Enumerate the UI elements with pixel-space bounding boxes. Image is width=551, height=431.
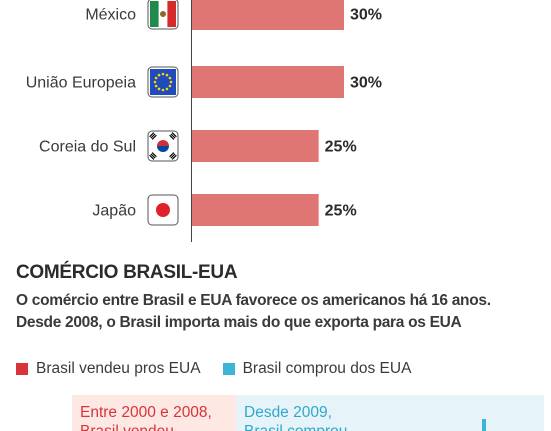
- band-red-line-1: Entre 2000 e 2008,: [80, 404, 212, 421]
- bar-3: [192, 130, 319, 162]
- legend-item-sold: Brasil vendeu pros EUA: [16, 360, 201, 378]
- bar-value-label-2: 30%: [350, 75, 382, 92]
- band-blue-line-1: Desde 2009,: [244, 404, 332, 421]
- blue-bar-fragment: [482, 419, 486, 431]
- bar-2: [192, 66, 344, 98]
- chart-legend: Brasil vendeu pros EUA Brasil comprou do…: [16, 360, 433, 378]
- category-label-3: Coreia do Sul: [39, 139, 136, 156]
- legend-label-bought: Brasil comprou dos EUA: [242, 360, 412, 377]
- tariff-bar-chart: 30% México 30% União Europeia 25% Coreia do S…: [26, 0, 382, 242]
- trade-section-title: COMÉRCIO BRASIL-EUA: [16, 262, 238, 283]
- legend-swatch-blue: [222, 363, 235, 375]
- category-label-1: México: [85, 7, 136, 24]
- period-band-since-2009: Desde 2009, Brasil comprou: [236, 395, 544, 431]
- mexico-flag-icon: [147, 0, 179, 30]
- band-red-line-2: Brasil vendeu: [80, 422, 228, 431]
- legend-swatch-red: [16, 363, 28, 375]
- south-korea-flag-icon: [147, 130, 179, 162]
- trade-subtitle-line-2: Desde 2008, o Brasil importa mais do que…: [16, 314, 462, 331]
- bar-4: [192, 194, 319, 226]
- band-blue-line-2: Brasil comprou: [244, 422, 536, 431]
- bar-value-label-1: 30%: [350, 7, 382, 24]
- bar-value-label-4: 25%: [325, 203, 357, 220]
- category-label-2: União Europeia: [26, 75, 136, 92]
- period-band-2000-2008: Entre 2000 e 2008, Brasil vendeu: [72, 395, 236, 431]
- legend-item-bought: Brasil comprou dos EUA: [222, 360, 412, 378]
- bar-value-label-3: 25%: [325, 139, 357, 156]
- eu-flag-icon: [147, 66, 179, 98]
- bar-1: [192, 0, 344, 30]
- japan-flag-icon: [147, 194, 179, 226]
- legend-label-sold: Brasil vendeu pros EUA: [36, 360, 201, 377]
- trade-subtitle-line-1: O comércio entre Brasil e EUA favorece o…: [16, 292, 491, 309]
- category-label-4: Japão: [92, 203, 136, 220]
